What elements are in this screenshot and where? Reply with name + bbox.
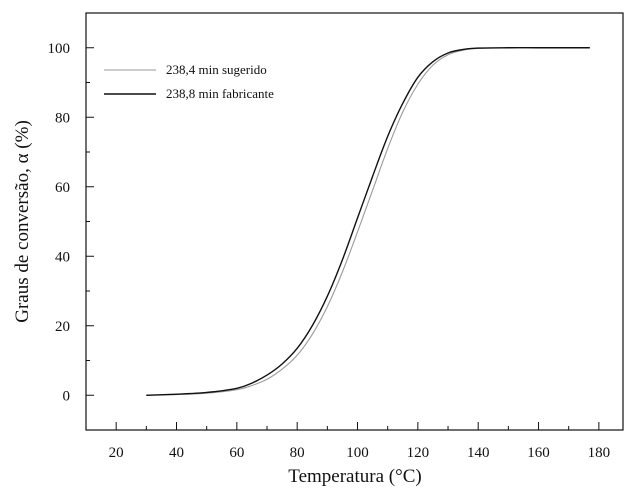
x-tick-label: 140 bbox=[467, 445, 490, 461]
x-axis-label: Temperatura (°C) bbox=[288, 466, 421, 487]
series-line-2 bbox=[146, 47, 590, 396]
axis-ticks: 20 40 60 80 100 120 140 160 180 0 20 40 60 80 100 bbox=[48, 41, 611, 461]
x-tick-label: 160 bbox=[527, 445, 550, 461]
x-tick-label: 100 bbox=[346, 445, 369, 461]
y-tick-label: 40 bbox=[55, 249, 70, 265]
y-tick-label: 0 bbox=[63, 388, 71, 404]
y-tick-label: 60 bbox=[55, 180, 70, 196]
y-tick-label: 80 bbox=[55, 110, 70, 126]
legend-label-1: 238,4 min sugerido bbox=[166, 62, 267, 77]
legend-label-2: 238,8 min fabricante bbox=[166, 86, 274, 101]
y-tick-label: 100 bbox=[48, 41, 71, 57]
x-tick-label: 60 bbox=[229, 445, 244, 461]
x-tick-label: 20 bbox=[109, 445, 124, 461]
x-tick-label: 180 bbox=[588, 445, 611, 461]
y-tick-label: 20 bbox=[55, 319, 70, 335]
series-group bbox=[146, 47, 590, 396]
x-tick-label: 40 bbox=[169, 445, 184, 461]
y-axis-label: Graus de conversão, α (%) bbox=[12, 120, 33, 323]
legend: 238,4 min sugerido 238,8 min fabricante bbox=[104, 62, 274, 101]
x-tick-label: 80 bbox=[290, 445, 305, 461]
x-tick-label: 120 bbox=[407, 445, 430, 461]
